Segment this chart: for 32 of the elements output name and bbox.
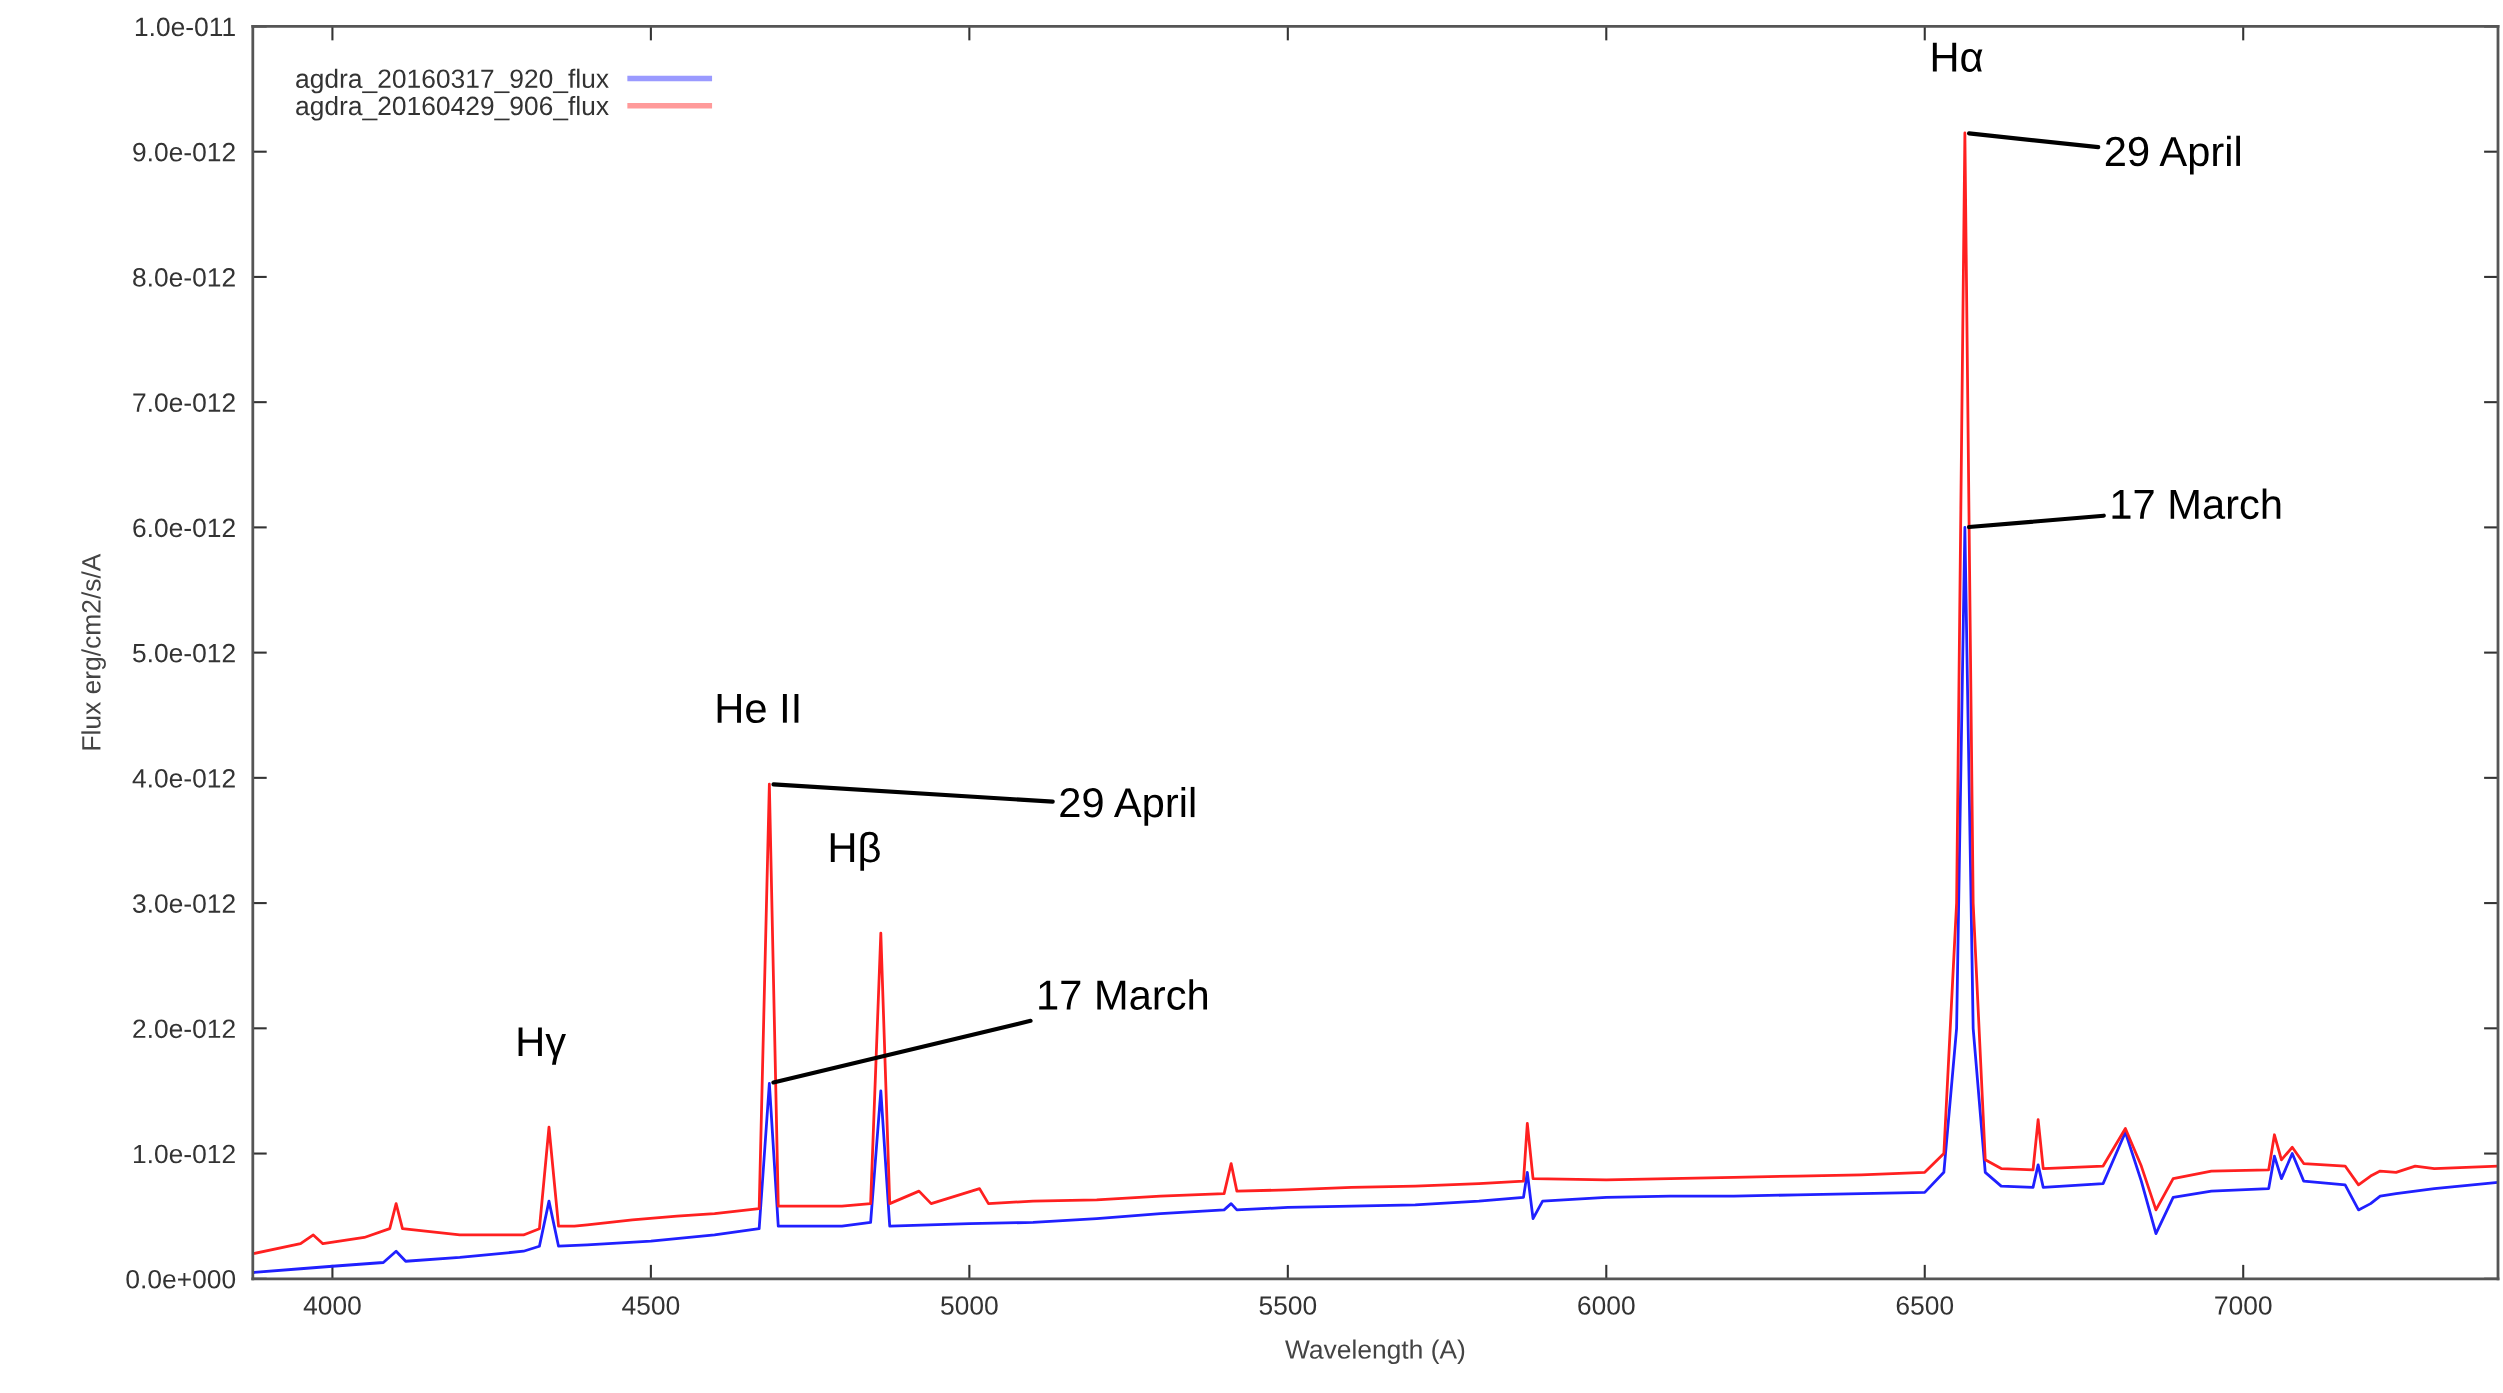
x-tick-label: 4000	[303, 1296, 361, 1315]
y-tick-label: 2.0e-012	[133, 1019, 235, 1039]
y-tick-label: 3.0e-012	[132, 894, 235, 913]
annotation: He II	[717, 694, 799, 724]
x-tick-label: 7000	[2215, 1296, 2272, 1315]
annotation: Hα	[1932, 42, 1983, 72]
legend-label: agdra_20160317_920_flux	[296, 68, 609, 94]
y-tick-label: 1.0e-012	[133, 1144, 235, 1164]
line-series	[252, 526, 2498, 1274]
annotation: 29 April	[2105, 135, 2240, 175]
y-tick-label: 8.0e-012	[133, 268, 235, 287]
legend-label: agdra_20160429_906_flux	[296, 95, 609, 121]
x-tick-label: 5000	[941, 1296, 998, 1315]
line-series	[252, 131, 2498, 1256]
y-tick-label: 0.0e+000	[126, 1269, 236, 1289]
annotation: 17 March	[2112, 488, 2281, 520]
annotation: Hβ	[830, 831, 880, 871]
x-tick-label: 4500	[622, 1296, 680, 1315]
y-tick-label: 1.0e-011	[135, 17, 235, 37]
y-tick-label: 5.0e-012	[133, 643, 235, 663]
y-axis-title: Flux erg/cm2/s/A	[81, 553, 106, 750]
x-tick-label: 6500	[1896, 1296, 1954, 1315]
y-tick-label: 9.0e-012	[133, 142, 235, 162]
y-tick-label: 7.0e-012	[133, 393, 235, 412]
annotation: 29 April	[1060, 786, 1195, 826]
x-tick-label: 5500	[1259, 1296, 1317, 1315]
y-tick-label: 6.0e-012	[133, 518, 235, 538]
annotation: 17 March	[1039, 979, 1207, 1010]
annotation: Hγ	[518, 1027, 566, 1065]
y-tick-label: 4.0e-012	[132, 768, 235, 788]
x-tick-label: 6000	[1578, 1296, 1635, 1315]
x-axis-title: Wavelength (A)	[1285, 1339, 1465, 1365]
